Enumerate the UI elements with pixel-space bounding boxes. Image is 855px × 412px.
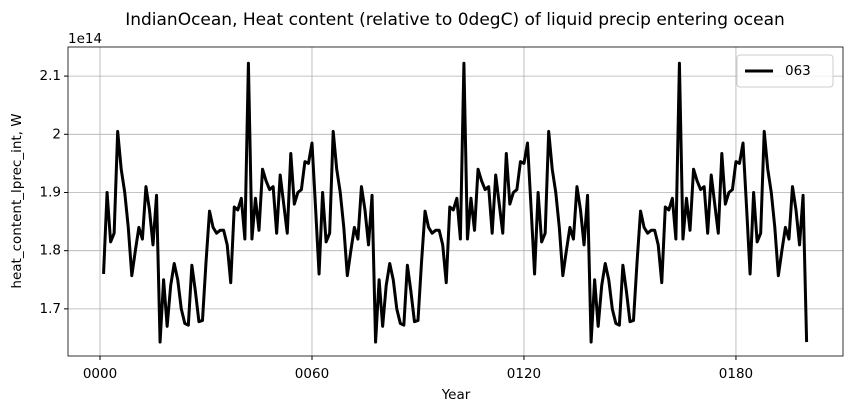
legend-box (736, 54, 834, 88)
plot-frame (67, 46, 844, 357)
chart-title: IndianOcean, Heat content (relative to 0… (125, 10, 785, 30)
y-tick-label: 1.8 (40, 243, 61, 259)
offset-label: 1e14 (68, 31, 102, 47)
y-tick-label: 2 (52, 126, 61, 142)
y-tick-label: 2.1 (40, 68, 61, 84)
y-tick-label: 1.7 (40, 301, 61, 317)
x-tick-label: 0000 (83, 366, 117, 382)
x-axis-label: Year (441, 387, 471, 403)
x-tick-label: 0120 (507, 366, 541, 382)
y-tick-label: 1.9 (40, 184, 61, 200)
y-axis-label: heat_content_lprec_int, W (9, 113, 25, 288)
data-line (102, 61, 809, 344)
x-tick-label: 0180 (719, 366, 753, 382)
x-tick-label: 0060 (295, 366, 329, 382)
legend: 063 (736, 54, 834, 88)
legend-label: 063 (785, 63, 811, 79)
